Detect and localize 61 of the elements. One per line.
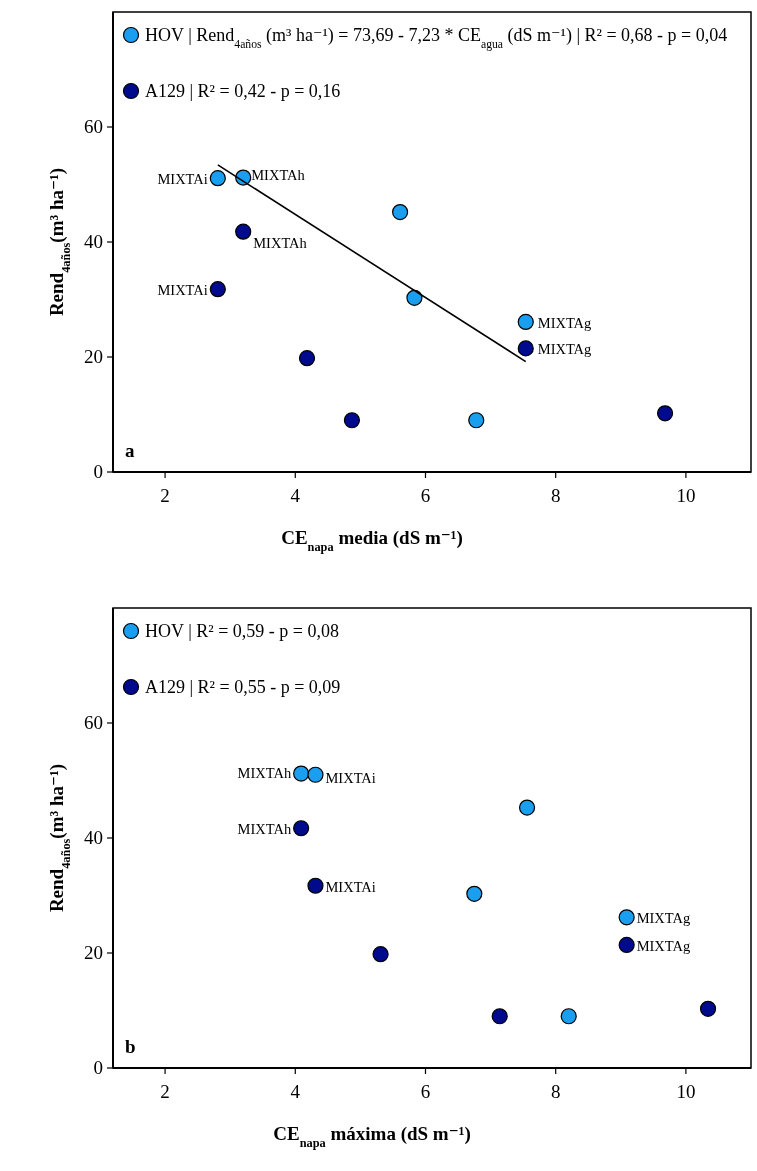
- y-tick-label: 0: [93, 461, 103, 482]
- point: [468, 412, 485, 429]
- point: [406, 289, 423, 306]
- x-tick-label: 4: [290, 485, 301, 506]
- x-tick-label: 4: [290, 1081, 301, 1102]
- point: [656, 405, 674, 422]
- y-tick-label: 60: [84, 116, 103, 137]
- y-tick-label: 20: [84, 942, 103, 963]
- legend-label: HOV | Rend$_{4años}$ (m³ ha⁻¹) = 73,69 - 7,23 * CE$_{agua}$ (dS m⁻¹) | R² = 0,68 - p = 0,04: [145, 25, 728, 51]
- annotation: MIXTAi: [325, 769, 376, 786]
- point: [298, 350, 316, 367]
- annotation: MIXTAi: [157, 171, 208, 188]
- x-tick-label: 10: [676, 1081, 696, 1102]
- legend-label: A129 | R² = 0,55 - p = 0,09: [145, 677, 341, 697]
- annotation: MIXTAg: [636, 937, 691, 954]
- annotation: MIXTAg: [636, 910, 691, 927]
- x-tick-label: 8: [550, 485, 561, 506]
- annotation: MIXTAi: [325, 878, 376, 895]
- point: [517, 340, 534, 357]
- y-tick-label: 60: [84, 712, 103, 733]
- annotation: MIXTAh: [251, 166, 306, 183]
- point: [699, 1000, 717, 1017]
- annotation: a: [125, 440, 135, 461]
- point: [372, 946, 389, 963]
- annotation: b: [125, 1036, 136, 1057]
- y-tick-label: 40: [84, 827, 103, 848]
- x-tick-label: 6: [420, 1081, 431, 1102]
- x-tick-label: 2: [160, 1081, 170, 1102]
- point: [293, 820, 310, 837]
- annotation: MIXTAh: [253, 234, 308, 251]
- point: [307, 766, 324, 783]
- x-tick-label: 10: [676, 485, 696, 506]
- x-tick-label: 6: [420, 485, 431, 506]
- x-tick-label: 8: [550, 1081, 561, 1102]
- point: [307, 877, 324, 894]
- x-axis-title: CE$_{napa}$ media (dS m⁻¹): [281, 527, 463, 554]
- annotation: MIXTAi: [157, 282, 208, 299]
- y-tick-label: 20: [84, 346, 103, 367]
- point: [209, 170, 226, 187]
- point: [618, 909, 635, 926]
- point: [293, 765, 310, 782]
- annotation: MIXTAg: [537, 314, 592, 331]
- y-tick-label: 0: [93, 1057, 103, 1078]
- point: [209, 281, 226, 298]
- annotation: MIXTAh: [237, 764, 292, 781]
- point: [518, 799, 536, 816]
- point: [235, 223, 252, 240]
- y-tick-label: 40: [84, 231, 103, 252]
- x-axis-title: CE$_{napa}$ máxima (dS m⁻¹): [273, 1123, 471, 1150]
- legend-label: A129 | R² = 0,42 - p = 0,16: [145, 81, 341, 101]
- point: [618, 936, 635, 954]
- legend-label: HOV | R² = 0,59 - p = 0,08: [145, 621, 339, 641]
- point: [466, 885, 483, 902]
- point: [343, 412, 361, 429]
- point: [392, 204, 409, 221]
- annotation: MIXTAh: [237, 821, 292, 838]
- x-tick-label: 2: [160, 485, 170, 506]
- point: [560, 1008, 577, 1025]
- point: [491, 1008, 508, 1025]
- point: [517, 313, 534, 331]
- annotation: MIXTAg: [537, 341, 592, 358]
